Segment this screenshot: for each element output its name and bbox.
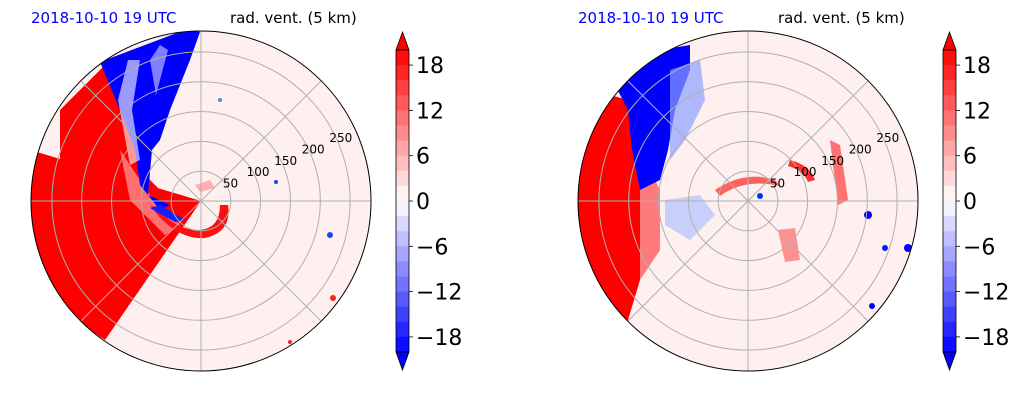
colorbar-tick-label: −18 bbox=[963, 326, 1009, 351]
radial-tick-label: 100 bbox=[794, 165, 817, 179]
colorbar-band bbox=[396, 140, 409, 157]
colorbar-band bbox=[943, 125, 956, 142]
colorbar-band bbox=[396, 261, 409, 277]
colorbar-tick-label: −18 bbox=[416, 326, 462, 351]
colorbar-extend-min bbox=[942, 351, 957, 372]
colorbar-band bbox=[396, 306, 409, 323]
left-polar-frame bbox=[30, 30, 372, 372]
colorbar-band bbox=[396, 291, 409, 308]
right-polar-frame bbox=[577, 30, 919, 372]
colorbar-band bbox=[943, 201, 956, 217]
colorbar-band bbox=[943, 185, 956, 202]
colorbar-band bbox=[943, 50, 956, 66]
left-title-date: 2018-10-10 19 UTC bbox=[31, 9, 177, 27]
radial-tick-label: 150 bbox=[821, 154, 844, 168]
radial-tick-label: 50 bbox=[223, 177, 238, 191]
colorbar-band bbox=[396, 336, 409, 353]
right-panel: 2018-10-10 19 UTC rad. vent. (5 km) bbox=[577, 9, 1009, 372]
right-title-date: 2018-10-10 19 UTC bbox=[578, 9, 724, 27]
radial-tick-label: 50 bbox=[770, 177, 785, 191]
right-red-edge bbox=[578, 95, 650, 330]
radial-tick-label: 250 bbox=[329, 131, 352, 145]
colorbar-tick-label: 18 bbox=[416, 54, 444, 79]
colorbar-band bbox=[943, 110, 956, 126]
radial-tick-label: 150 bbox=[274, 154, 297, 168]
colorbar-extend-max bbox=[395, 30, 410, 51]
colorbar-tick-label: 0 bbox=[416, 190, 430, 215]
colorbar-band bbox=[943, 65, 956, 81]
right-red-arc bbox=[715, 176, 780, 196]
colorbar-band bbox=[943, 231, 956, 247]
colorbar-extend-min bbox=[395, 351, 410, 372]
left-panel: 2018-10-10 19 UTC rad. vent. (5 km) bbox=[30, 9, 462, 372]
colorbar-band bbox=[943, 246, 956, 262]
colorbar-band bbox=[396, 50, 409, 66]
colorbar-band bbox=[396, 321, 409, 338]
colorbar-band bbox=[396, 201, 409, 217]
left-colorbar: 18 12 6 0 −18 −12 −6 bbox=[395, 30, 462, 372]
colorbar-band bbox=[396, 276, 409, 293]
colorbar-band bbox=[396, 125, 409, 142]
radial-tick-label: 100 bbox=[247, 165, 270, 179]
colorbar-band bbox=[943, 291, 956, 308]
colorbar-band bbox=[943, 95, 956, 111]
colorbar-band bbox=[396, 170, 409, 187]
colorbar-band bbox=[943, 336, 956, 353]
left-polar-grid bbox=[31, 31, 371, 371]
colorbar-tick-label: −12 bbox=[963, 281, 1009, 306]
colorbar-tick-label: 18 bbox=[963, 54, 991, 79]
radial-tick-label: 250 bbox=[876, 131, 899, 145]
right-radial-tick-labels: 50 100 150 200 250 bbox=[770, 131, 899, 191]
colorbar-tick-label: 0 bbox=[963, 190, 977, 215]
right-colorbar: 18 12 6 0 −18 −12 −6 bbox=[942, 30, 1009, 372]
colorbar-band bbox=[396, 110, 409, 126]
colorbar-band bbox=[943, 261, 956, 277]
colorbar-band bbox=[943, 80, 956, 96]
colorbar-band bbox=[943, 276, 956, 293]
colorbar-tick-label: 12 bbox=[416, 99, 444, 124]
colorbar-band bbox=[396, 216, 409, 232]
colorbar-band bbox=[943, 306, 956, 323]
left-radial-tick-labels: 50 100 150 200 250 bbox=[223, 131, 352, 191]
colorbar-extend-max bbox=[942, 30, 957, 51]
colorbar-band bbox=[396, 80, 409, 96]
colorbar-band bbox=[943, 140, 956, 157]
colorbar-tick-label: 6 bbox=[963, 145, 977, 170]
right-polar-grid bbox=[578, 31, 918, 371]
colorbar-tick-label: −6 bbox=[416, 235, 448, 260]
colorbar-band bbox=[396, 231, 409, 247]
colorbar-tick-label: 6 bbox=[416, 145, 430, 170]
colorbar-band bbox=[396, 246, 409, 262]
right-title-field: rad. vent. (5 km) bbox=[778, 9, 905, 27]
colorbar-band bbox=[396, 95, 409, 111]
colorbar-band bbox=[396, 185, 409, 202]
colorbar-band bbox=[943, 321, 956, 338]
radial-tick-label: 200 bbox=[302, 142, 325, 156]
colorbar-band bbox=[943, 170, 956, 187]
colorbar-band bbox=[943, 155, 956, 172]
left-title-field: rad. vent. (5 km) bbox=[230, 9, 357, 27]
colorbar-band bbox=[396, 155, 409, 172]
colorbar-tick-label: 12 bbox=[963, 99, 991, 124]
colorbar-band bbox=[396, 65, 409, 81]
colorbar-band bbox=[943, 216, 956, 232]
radial-tick-label: 200 bbox=[849, 142, 872, 156]
colorbar-tick-label: −6 bbox=[963, 235, 995, 260]
colorbar-tick-label: −12 bbox=[416, 281, 462, 306]
